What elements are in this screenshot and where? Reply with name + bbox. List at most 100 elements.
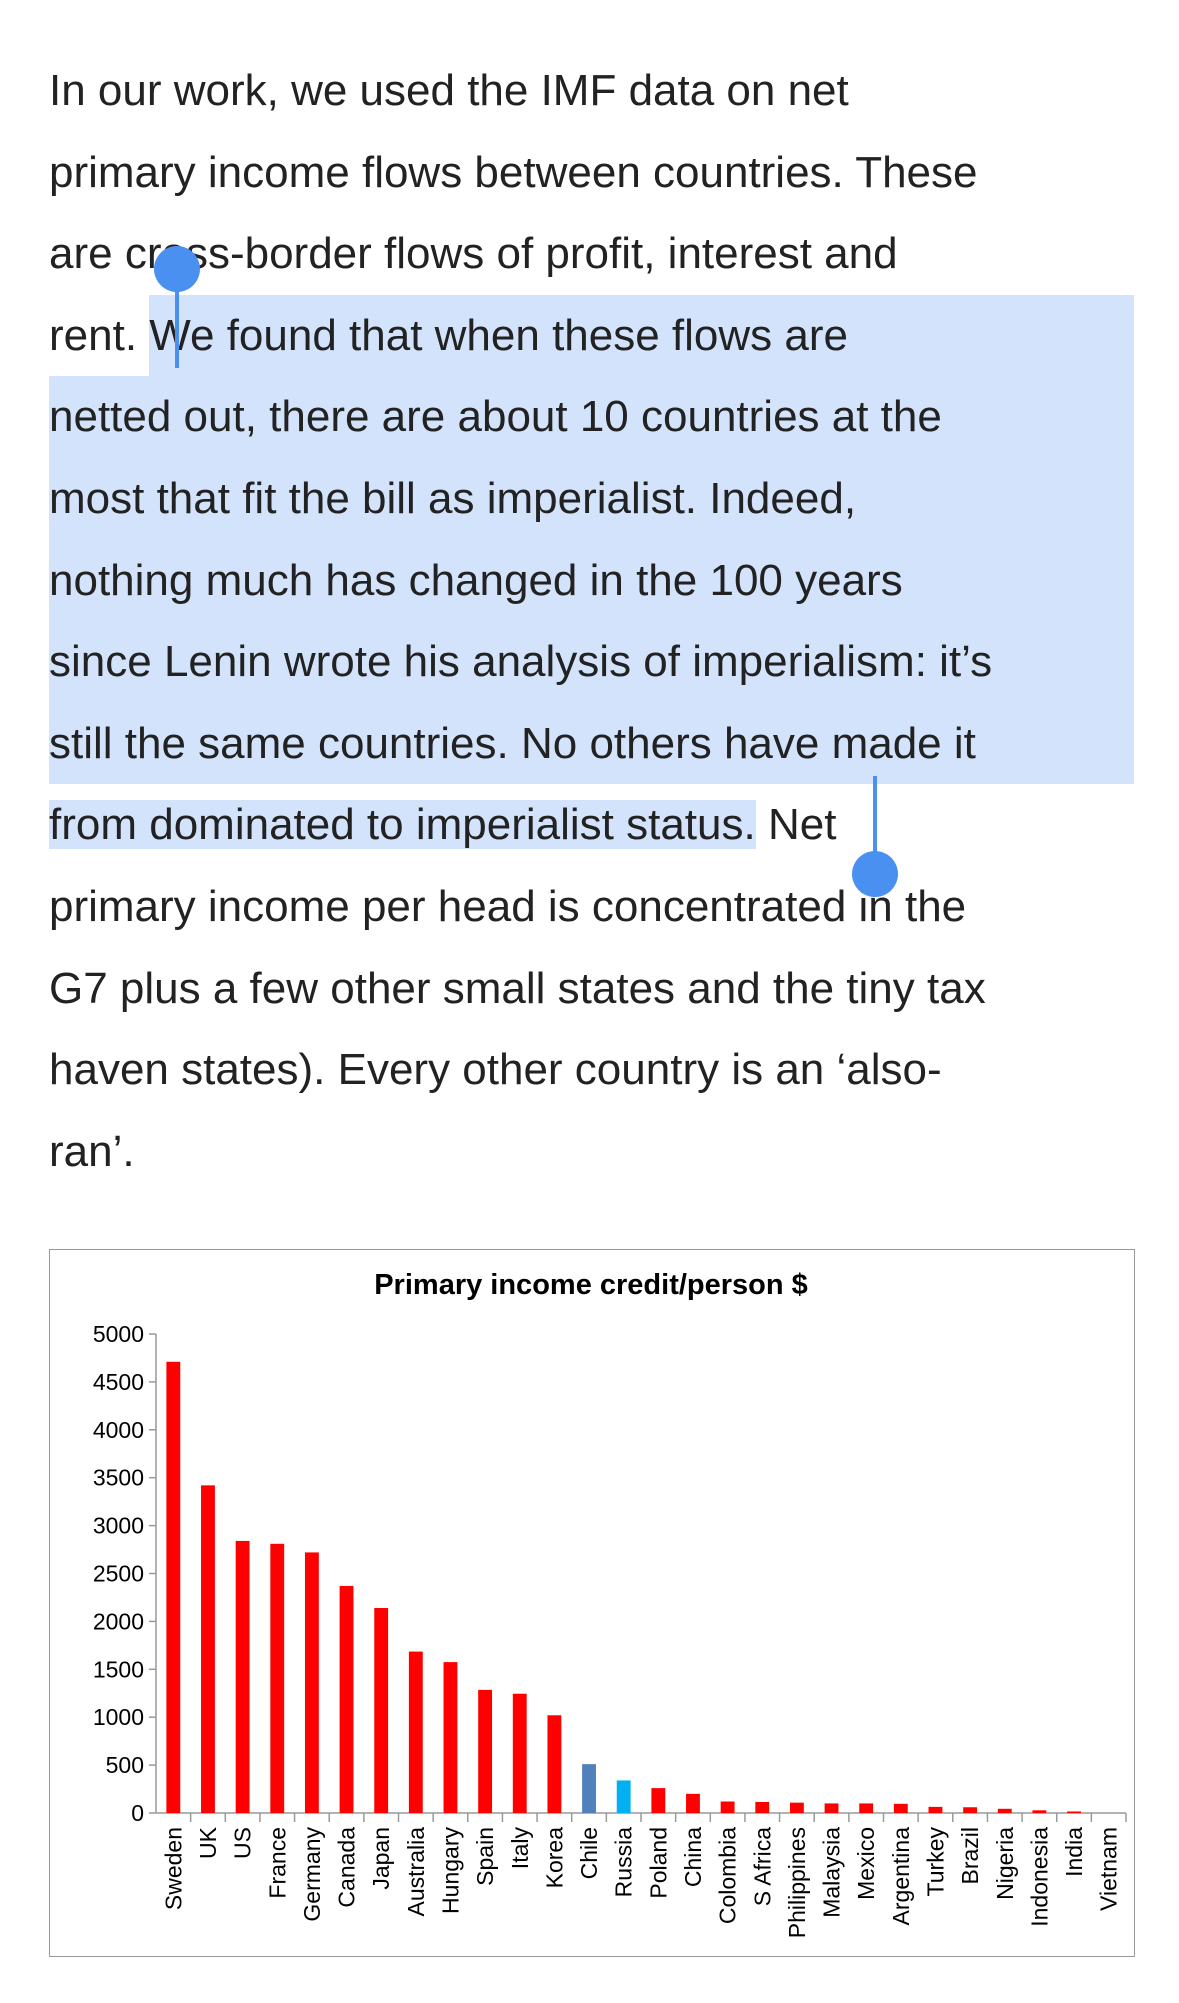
text: In our work, we used the IMF data on net [49,66,849,115]
text-line: haven states). Every other country is an… [49,1029,1149,1111]
text-line: netted out, there are about 10 countries… [49,376,1149,458]
bar-mexico [859,1803,874,1813]
x-tick-label: Brazil [957,1827,983,1885]
x-tick-label: France [264,1827,290,1899]
bar-brazil [963,1807,978,1813]
text: primary income flows between countries. … [49,147,978,197]
selection-start-handle[interactable] [154,246,200,292]
x-tick-label: Colombia [715,1827,741,1924]
bar-china [686,1793,700,1813]
y-tick-label: 0 [131,1800,144,1826]
bar-korea [547,1715,562,1813]
selected-text: from dominated to imperialist status. [49,800,756,850]
bar-russia [616,1780,631,1813]
text-line: primary income per head is concentrated … [49,866,1149,948]
x-tick-label: Indonesia [1026,1827,1052,1927]
x-tick-label: US [230,1827,256,1859]
bar-hungary [443,1662,458,1813]
bar-canada [339,1585,354,1813]
text-line: rent. We found that when these flows are [49,294,1149,377]
selection-end-handle[interactable] [852,851,898,897]
text-line: since Lenin wrote his analysis of imperi… [49,621,1149,703]
text: primary income per head is concentrated … [49,881,967,931]
x-tick-label: China [680,1827,706,1887]
selection-start-handle-bar[interactable] [175,268,179,368]
selection-end-handle-bar[interactable] [873,776,877,871]
bar-japan [374,1607,389,1813]
text-line: are cross-border flows of profit, intere… [49,213,1149,295]
x-tick-label: Vietnam [1096,1827,1122,1911]
bar-sweden [166,1361,181,1813]
chart-svg: Primary income credit/person $ 0 500 1000 1… [93,1269,1127,1938]
x-tick-label: Mexico [853,1827,879,1900]
x-tick-label: India [1061,1827,1087,1877]
bar-us [235,1540,250,1813]
selected-text: nothing much has changed in the 100 year… [49,539,1134,622]
text-line: still the same countries. No others have… [49,702,1149,785]
bar-colombia [720,1801,735,1813]
y-tick-label: 1500 [93,1656,144,1682]
x-tick-label: Turkey [922,1827,948,1897]
y-tick-label: 2000 [93,1608,144,1634]
bar-germany [304,1552,319,1813]
selected-text: most that fit the bill as imperialist. I… [49,457,1134,540]
y-tick-label: 4500 [93,1369,144,1395]
text-line: primary income flows between countries. … [49,132,1149,214]
chart-title: Primary income credit/person $ [374,1269,808,1301]
x-tick-label: Russia [611,1827,637,1898]
x-tick-label: Australia [403,1827,429,1917]
y-tick-label: 500 [106,1752,144,1778]
text-line: nothing much has changed in the 100 year… [49,539,1149,622]
x-tick-label: Poland [645,1827,671,1899]
selected-text: netted out, there are about 10 countries… [49,376,1134,458]
y-tick-label: 5000 [93,1321,144,1347]
bar-indonesia [1032,1810,1047,1813]
x-tick-label: Japan [368,1827,394,1890]
bar-malaysia [824,1803,839,1813]
text-line: most that fit the bill as imperialist. I… [49,457,1149,540]
text: rent. [49,310,150,360]
x-tick-label: Nigeria [992,1827,1018,1900]
bar-nigeria [997,1808,1012,1813]
text-line: G7 plus a few other small states and the… [49,948,1149,1030]
x-tick-label: Korea [541,1827,567,1889]
x-tick-label: Italy [507,1827,533,1870]
selected-text: since Lenin wrote his analysis of imperi… [49,621,1134,703]
bar-italy [512,1693,527,1813]
bar-france [270,1543,285,1813]
bar-philippines [789,1802,804,1813]
x-tick-label: Argentina [888,1827,914,1926]
y-tick-label: 2500 [93,1561,144,1587]
bar-australia [408,1651,423,1813]
selected-text: We found that when these flows are [149,294,1135,377]
y-tick-label: 3500 [93,1465,144,1491]
x-tick-label: Sweden [160,1827,186,1910]
y-tick-label: 1000 [93,1704,144,1730]
bar-poland [651,1788,666,1813]
y-tick-label: 3000 [93,1513,144,1539]
selected-text: still the same countries. No others have… [49,702,1134,785]
article-paragraph: In our work, we used the IMF data on net… [49,50,1149,1192]
x-tick-label: S Africa [749,1827,775,1906]
bar-india [1067,1811,1081,1813]
bar-argentina [893,1803,908,1813]
x-tick-label: Philippines [784,1827,810,1938]
text: haven states). Every other country is an… [49,1045,942,1095]
x-tick-label: Chile [576,1827,602,1879]
bar-uk [201,1485,215,1813]
bar-chile [582,1764,596,1813]
x-tick-label: UK [195,1826,221,1859]
x-tick-label: Canada [334,1827,360,1908]
text-line: In our work, we used the IMF data on net [49,50,1149,132]
text: Net [755,800,837,850]
text-line: from dominated to imperialist status. Ne… [49,784,1149,866]
y-tick-label: 4000 [93,1417,144,1443]
bar-chart: Primary income credit/person $ 0 500 1000 1… [49,1249,1135,1957]
bar-turkey [928,1806,943,1813]
text-line: ran’. [49,1111,1149,1193]
bar-s-africa [755,1801,770,1813]
bar-spain [478,1689,493,1813]
text: G7 plus a few other small states and the… [49,963,986,1013]
x-tick-label: Malaysia [819,1827,845,1918]
x-tick-label: Hungary [437,1827,463,1914]
